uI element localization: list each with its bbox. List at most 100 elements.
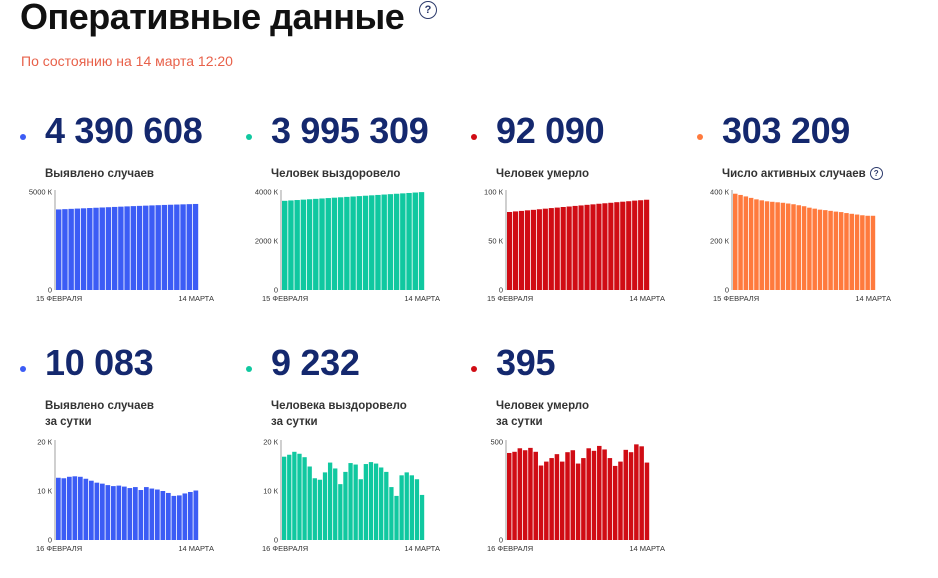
bar[interactable]: [143, 205, 149, 290]
bar[interactable]: [387, 194, 394, 290]
bar[interactable]: [538, 465, 544, 540]
bar[interactable]: [404, 472, 409, 540]
bar[interactable]: [780, 202, 786, 290]
bar[interactable]: [105, 207, 112, 290]
bar[interactable]: [297, 453, 302, 540]
bar[interactable]: [560, 206, 566, 290]
bar[interactable]: [748, 197, 754, 290]
bar[interactable]: [554, 454, 560, 540]
bar[interactable]: [602, 203, 608, 290]
bar[interactable]: [533, 451, 538, 540]
bar[interactable]: [80, 208, 87, 290]
bar[interactable]: [282, 456, 287, 540]
bar[interactable]: [393, 193, 400, 290]
bar[interactable]: [327, 462, 333, 540]
bar[interactable]: [319, 198, 325, 290]
bar[interactable]: [409, 475, 414, 540]
bar[interactable]: [331, 197, 338, 290]
bar[interactable]: [578, 205, 584, 290]
bar[interactable]: [161, 204, 168, 290]
bar[interactable]: [607, 458, 613, 540]
bar[interactable]: [379, 467, 384, 540]
bar[interactable]: [581, 458, 586, 540]
bar[interactable]: [78, 476, 83, 540]
bar[interactable]: [149, 488, 155, 540]
bar[interactable]: [186, 204, 192, 290]
bar[interactable]: [302, 457, 307, 540]
bar[interactable]: [375, 194, 381, 290]
bar[interactable]: [754, 199, 759, 290]
bar[interactable]: [160, 491, 166, 540]
bar[interactable]: [823, 210, 828, 290]
bar[interactable]: [618, 461, 623, 540]
bar[interactable]: [854, 214, 860, 290]
bar[interactable]: [559, 461, 565, 540]
bar[interactable]: [612, 465, 618, 540]
bar[interactable]: [292, 451, 297, 540]
bar[interactable]: [111, 486, 116, 540]
bar[interactable]: [155, 489, 160, 540]
bar[interactable]: [74, 208, 81, 290]
bar[interactable]: [362, 195, 369, 290]
bar[interactable]: [517, 448, 523, 540]
bar[interactable]: [287, 454, 292, 540]
bar[interactable]: [192, 203, 199, 290]
bar[interactable]: [530, 209, 536, 290]
bar[interactable]: [870, 215, 876, 290]
bar[interactable]: [353, 464, 358, 540]
bar[interactable]: [738, 194, 743, 290]
bar[interactable]: [518, 210, 525, 290]
bar[interactable]: [791, 204, 796, 290]
bar[interactable]: [512, 451, 517, 540]
bar[interactable]: [100, 483, 105, 540]
bar[interactable]: [812, 208, 817, 290]
bar[interactable]: [528, 447, 533, 540]
bar[interactable]: [124, 206, 130, 290]
bar[interactable]: [597, 445, 602, 540]
bar[interactable]: [801, 206, 807, 290]
bar[interactable]: [608, 202, 614, 290]
bar[interactable]: [133, 487, 138, 540]
bar[interactable]: [554, 207, 560, 290]
bar[interactable]: [89, 480, 94, 540]
bar[interactable]: [584, 204, 590, 290]
bar[interactable]: [180, 204, 186, 290]
bar[interactable]: [317, 479, 323, 540]
bar[interactable]: [87, 208, 93, 290]
bar[interactable]: [174, 204, 180, 290]
bar[interactable]: [575, 463, 581, 540]
bar[interactable]: [591, 450, 597, 540]
bar[interactable]: [614, 202, 620, 290]
bar[interactable]: [144, 487, 149, 540]
bar[interactable]: [507, 211, 513, 290]
bar[interactable]: [785, 203, 791, 290]
bar[interactable]: [350, 196, 356, 290]
bar[interactable]: [418, 192, 425, 290]
bar[interactable]: [638, 200, 644, 290]
bar[interactable]: [166, 492, 171, 540]
bar[interactable]: [337, 197, 344, 290]
bar[interactable]: [759, 200, 764, 290]
help-icon[interactable]: ?: [419, 1, 437, 19]
bar[interactable]: [325, 198, 331, 290]
bar[interactable]: [644, 199, 650, 290]
bar[interactable]: [182, 493, 188, 540]
bar[interactable]: [177, 495, 182, 540]
bar[interactable]: [639, 446, 644, 540]
bar[interactable]: [155, 205, 161, 290]
bar[interactable]: [860, 215, 865, 290]
bar[interactable]: [369, 195, 375, 290]
bar[interactable]: [130, 206, 137, 290]
bar[interactable]: [833, 211, 839, 290]
bar[interactable]: [817, 209, 823, 290]
bar[interactable]: [363, 464, 369, 540]
bar[interactable]: [62, 209, 68, 290]
bar[interactable]: [122, 486, 127, 540]
bar[interactable]: [72, 476, 78, 540]
bar[interactable]: [384, 471, 389, 540]
bar[interactable]: [373, 463, 379, 540]
bar[interactable]: [282, 200, 288, 290]
bar[interactable]: [343, 471, 348, 540]
bar[interactable]: [127, 488, 133, 540]
bar[interactable]: [412, 192, 418, 290]
